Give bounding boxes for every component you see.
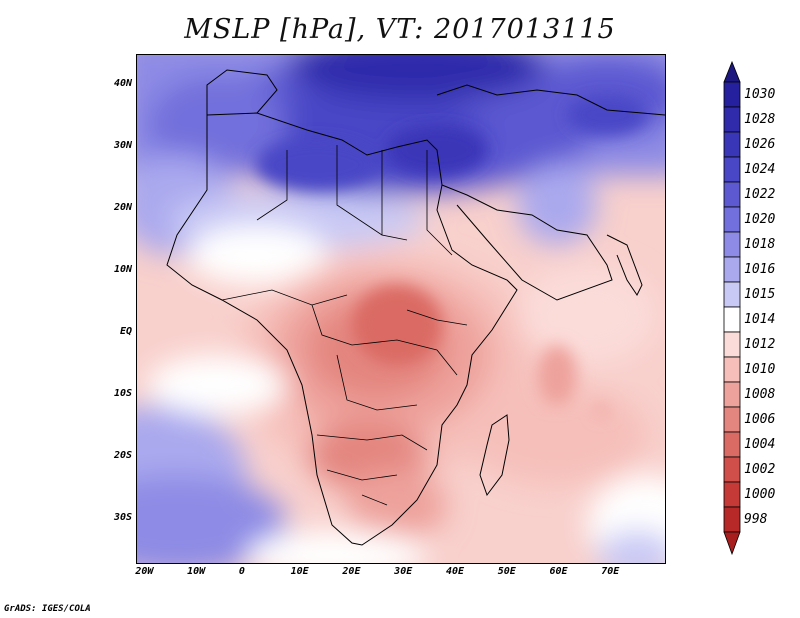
lat-tick-label: 20S — [113, 449, 132, 461]
colorbar-level-label: 1015 — [744, 286, 776, 302]
colorbar-swatch — [723, 456, 741, 483]
colorbar-level-label: 1024 — [744, 161, 776, 177]
lon-tick-label: 20W — [135, 566, 154, 577]
colorbar-swatch — [723, 281, 741, 308]
colorbar-level-label: 1006 — [744, 411, 776, 427]
colorbar-level-label: 1026 — [744, 136, 776, 152]
credit-text: GrADS: IGES/COLA — [4, 604, 91, 614]
colorbar-swatch — [723, 81, 741, 108]
colorbar-level-label: 1012 — [744, 336, 776, 352]
lon-tick-label: 0 — [238, 566, 245, 577]
colorbar-level-label: 1028 — [744, 111, 776, 127]
colorbar-level-label: 1018 — [744, 236, 776, 252]
pressure-field — [137, 55, 665, 563]
colorbar-swatch — [723, 356, 741, 383]
colorbar-level-label: 1020 — [744, 211, 776, 227]
lon-tick-label: 20E — [342, 566, 361, 577]
colorbar-swatch — [723, 256, 741, 283]
colorbar-level-label: 1010 — [744, 361, 776, 377]
colorbar-level-label: 1030 — [744, 86, 776, 102]
chart-title: MSLP [hPa], VT: 2017013115 — [184, 14, 616, 45]
lon-tick-label: 10W — [187, 566, 206, 577]
colorbar-level-label: 1008 — [744, 386, 776, 402]
colorbar-level-label: 1022 — [744, 186, 776, 202]
lon-tick-label: 30E — [394, 566, 413, 577]
colorbar-swatch — [723, 231, 741, 258]
lat-tick-label: 30N — [113, 139, 132, 151]
colorbar-swatch — [723, 156, 741, 183]
colorbar-swatch — [723, 481, 741, 508]
lon-tick-label: 70E — [601, 566, 620, 577]
colorbar-swatch — [723, 206, 741, 233]
country-borders — [221, 145, 468, 506]
colorbar-swatch — [723, 506, 741, 533]
lat-tick-label: 30S — [113, 511, 132, 523]
colorbar-swatch — [723, 181, 741, 208]
lon-tick-label: 60E — [549, 566, 568, 577]
colorbar-swatch — [723, 106, 741, 133]
colorbar-level-label: 1014 — [744, 311, 776, 327]
colorbar-level-label: 1004 — [744, 436, 776, 452]
lat-tick-label: 40N — [113, 77, 132, 89]
lon-tick-label: 40E — [445, 566, 464, 577]
map-plot-area — [136, 54, 666, 564]
colorbar-level-label: 1000 — [744, 486, 776, 502]
colorbar-bottom-arrow — [723, 531, 741, 556]
colorbar-swatch — [723, 406, 741, 433]
colorbar-level-label: 1016 — [744, 261, 776, 277]
colorbar-swatch — [723, 331, 741, 358]
colorbar-swatch — [723, 306, 741, 333]
lat-tick-label: EQ — [119, 325, 132, 337]
colorbar-swatch — [723, 381, 741, 408]
colorbar-level-label: 1002 — [744, 461, 776, 477]
lon-tick-label: 10E — [290, 566, 309, 577]
lat-tick-label: 10S — [113, 387, 132, 399]
lat-tick-label: 20N — [113, 201, 132, 213]
colorbar-swatch — [723, 131, 741, 158]
colorbar-top-arrow — [723, 60, 741, 83]
lon-tick-label: 50E — [497, 566, 516, 577]
colorbar-swatch — [723, 431, 741, 458]
lat-tick-label: 10N — [113, 263, 132, 275]
colorbar-level-label: 998 — [744, 511, 768, 527]
coastlines — [166, 69, 665, 546]
